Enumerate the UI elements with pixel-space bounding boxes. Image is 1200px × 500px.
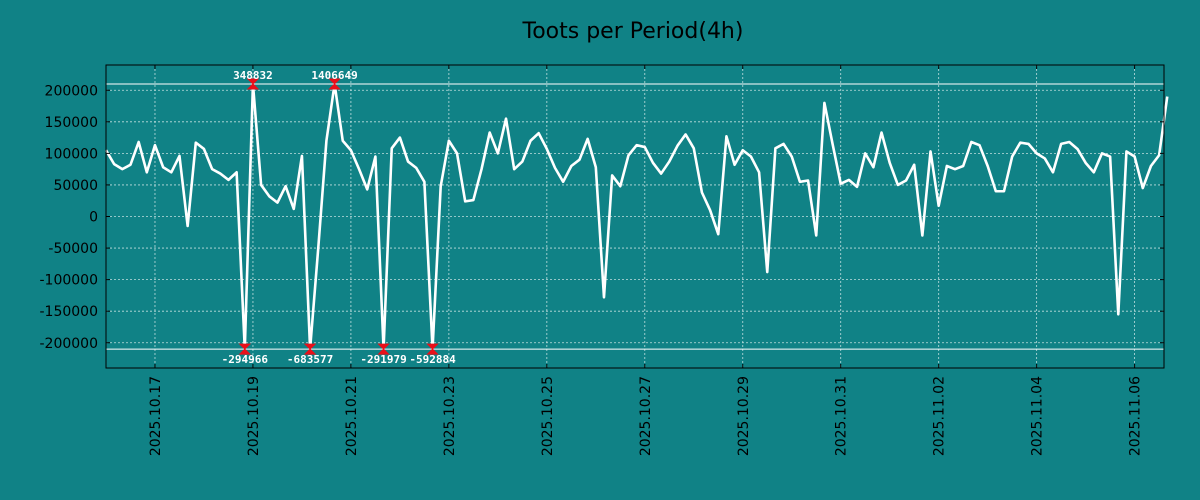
- y-tick-label: 100000: [45, 146, 98, 162]
- clip-marker: [238, 343, 251, 355]
- x-tick-label: 2025.10.23: [442, 376, 458, 456]
- clip-value-label: 348832: [233, 69, 273, 82]
- series-line-toots: [104, 82, 1169, 351]
- clip-limit-lines: [106, 83, 1164, 350]
- chart-title: Toots per Period(4h): [522, 19, 744, 44]
- x-tick-label: 2025.10.17: [148, 376, 164, 456]
- clip-marker: [426, 343, 439, 355]
- grid: [106, 65, 1164, 368]
- y-tick-label: 200000: [45, 83, 98, 99]
- x-tick-label: 2025.10.31: [834, 376, 850, 456]
- x-tick-label: 2025.10.21: [344, 376, 360, 456]
- clip-value-label: -291979: [360, 353, 406, 366]
- x-tick-label: 2025.11.04: [1030, 376, 1046, 456]
- clip-marker: [246, 78, 260, 90]
- y-tick-label: -150000: [40, 304, 99, 320]
- x-tick-label: 2025.10.29: [736, 376, 752, 456]
- y-axis: 200000 150000 100000 50000 0 -50000 -100000 -15…: [40, 83, 1164, 352]
- x-tick-label: 2025.11.02: [932, 376, 948, 456]
- clip-markers: -294966 348832 -683577 1406649 -291979 -59288…: [222, 69, 456, 366]
- y-tick-label: -50000: [48, 241, 98, 257]
- clip-value-label: -592884: [409, 353, 456, 366]
- x-tick-label: 2025.10.27: [638, 376, 654, 456]
- clip-value-label: 1406649: [311, 69, 357, 82]
- y-tick-label: 0: [89, 210, 98, 226]
- clip-value-label: -683577: [287, 353, 333, 366]
- y-tick-label: -100000: [40, 273, 99, 289]
- y-tick-label: -200000: [40, 336, 99, 352]
- x-axis: 2025.10.17 2025.10.19 2025.10.21 2025.10.23…: [148, 65, 1144, 456]
- clip-marker: [303, 343, 317, 355]
- x-tick-label: 2025.10.25: [540, 376, 556, 456]
- x-tick-label: 2025.10.19: [246, 376, 262, 456]
- clip-value-label: -294966: [222, 353, 269, 366]
- clip-marker: [328, 78, 341, 90]
- x-tick-label: 2025.11.06: [1128, 376, 1144, 456]
- y-tick-label: 50000: [53, 178, 98, 194]
- y-tick-label: 150000: [45, 115, 98, 131]
- series-layer: [104, 82, 1169, 351]
- clip-marker: [377, 343, 390, 355]
